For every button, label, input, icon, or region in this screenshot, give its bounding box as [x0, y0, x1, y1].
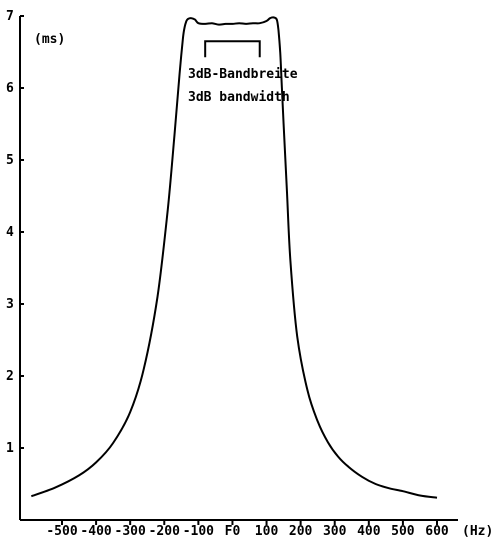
- y-tick-label: 6: [6, 81, 14, 96]
- annotation-label-german: 3dB-Bandbreite: [188, 67, 298, 82]
- x-tick-label: -400: [80, 524, 111, 539]
- x-tick-label: F0: [225, 524, 241, 539]
- x-tick-label: 300: [323, 524, 347, 539]
- bandwidth-annotation: 3dB-Bandbreite 3dB bandwidth: [188, 40, 298, 105]
- x-tick-label: 600: [425, 524, 449, 539]
- x-axis-ticks: -500 -400 -300 -200 -100 F0 100 200 300 400 500 600: [46, 520, 449, 539]
- axes: [19, 16, 458, 521]
- annotation-label-english: 3dB bandwidth: [188, 90, 290, 105]
- y-axis-ticks: 1 2 3 4 5 6 7: [6, 9, 24, 456]
- x-tick-label: 500: [391, 524, 415, 539]
- x-tick-label: 400: [357, 524, 381, 539]
- bandwidth-bracket: [204, 40, 261, 58]
- x-tick-label: 200: [289, 524, 313, 539]
- y-tick-label: 3: [6, 297, 14, 312]
- y-tick-label: 2: [6, 369, 14, 384]
- y-tick-label: 7: [6, 9, 14, 24]
- x-tick-label: 100: [255, 524, 279, 539]
- y-tick-label: 4: [6, 225, 14, 240]
- x-tick-label: -100: [183, 524, 214, 539]
- x-tick-label: -300: [115, 524, 146, 539]
- x-tick-label: -200: [149, 524, 180, 539]
- x-axis-unit-label: (Hz): [462, 524, 492, 539]
- y-tick-label: 1: [6, 441, 14, 456]
- series-line: [30, 16, 438, 499]
- y-tick-label: 5: [6, 153, 14, 168]
- x-tick-label: -500: [46, 524, 77, 539]
- y-axis-unit-label: (ms): [34, 32, 65, 47]
- series-layer: [30, 16, 438, 499]
